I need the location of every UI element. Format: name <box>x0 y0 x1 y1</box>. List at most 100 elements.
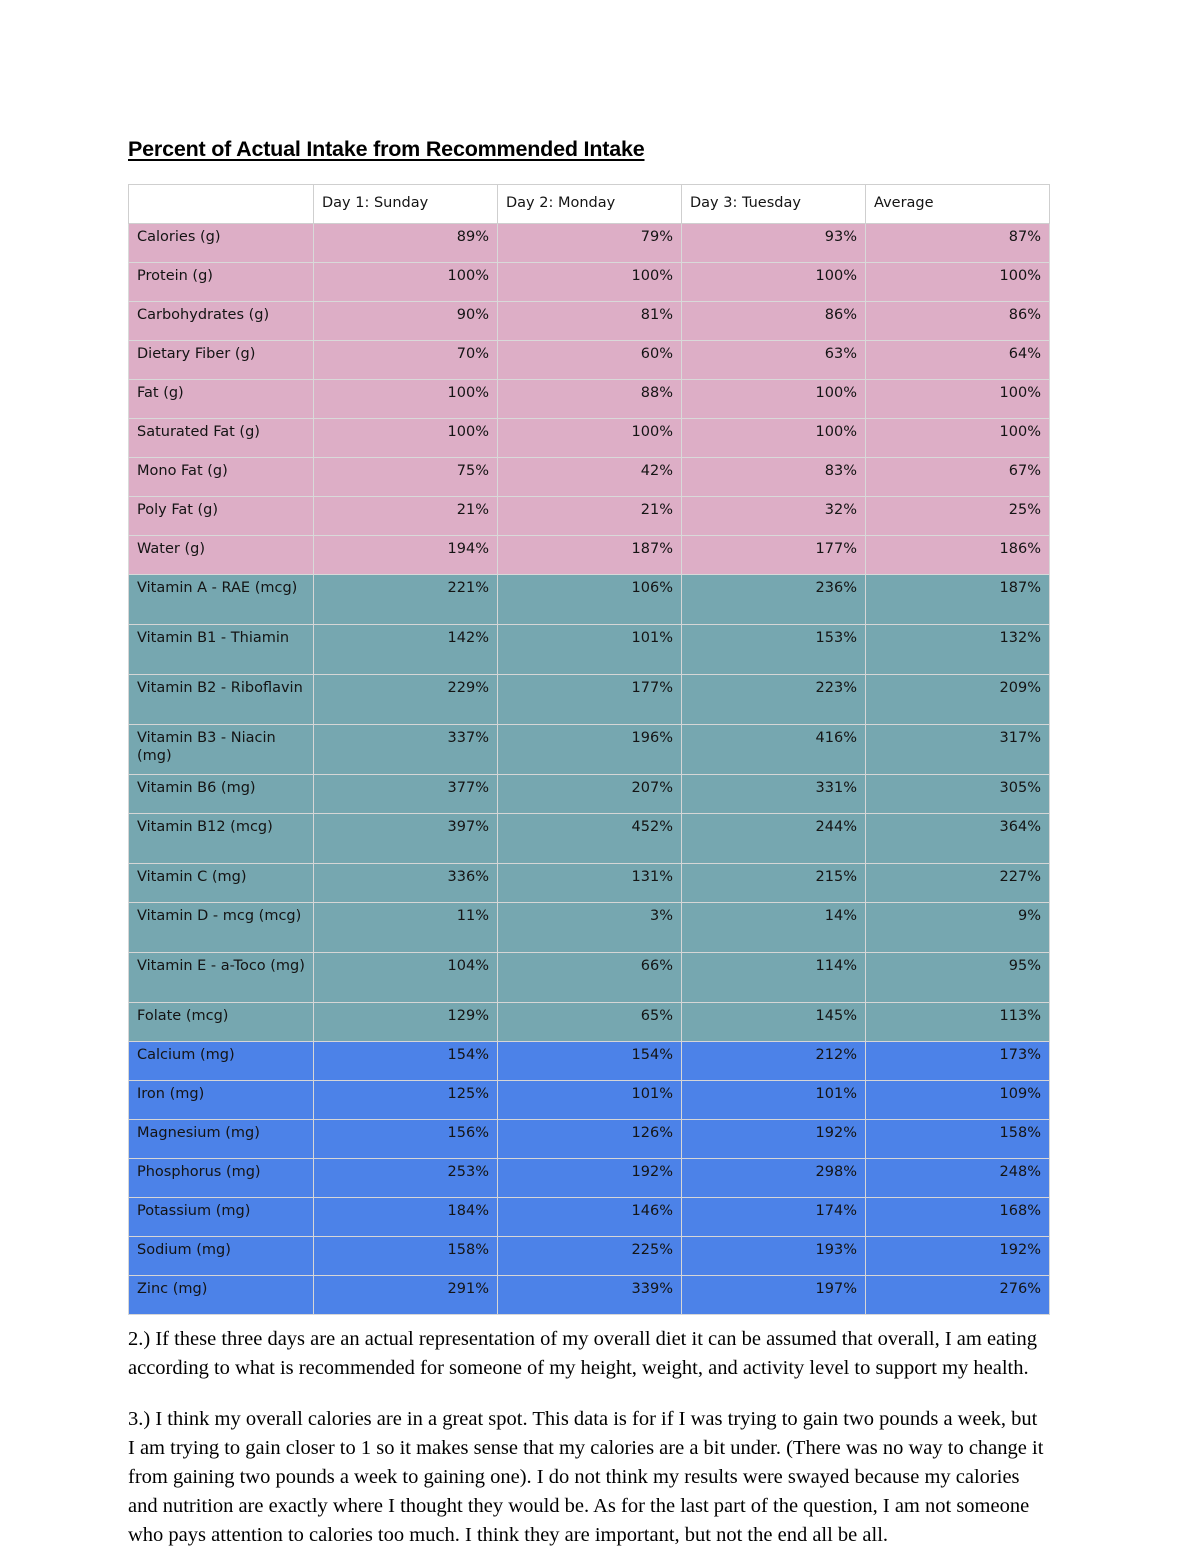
cell-average: 168% <box>865 1196 1050 1237</box>
cell-average: 109% <box>865 1079 1050 1120</box>
cell-day3: 100% <box>681 378 866 419</box>
cell-day2: 146% <box>497 1196 682 1237</box>
column-header-nutrient <box>128 183 314 224</box>
table-row: Carbohydrates (g) 90% 81% 86% 86% <box>128 300 1050 341</box>
cell-average: 25% <box>865 495 1050 536</box>
cell-day1: 291% <box>313 1274 498 1315</box>
cell-day3: 83% <box>681 456 866 497</box>
cell-average: 100% <box>865 417 1050 458</box>
cell-day2: 106% <box>497 573 682 625</box>
table-row: Sodium (mg) 158% 225% 193% 192% <box>128 1235 1050 1276</box>
cell-day1: 90% <box>313 300 498 341</box>
table-header-row: Day 1: Sunday Day 2: Monday Day 3: Tuesd… <box>128 183 1050 224</box>
cell-day3: 236% <box>681 573 866 625</box>
cell-day3: 416% <box>681 723 866 775</box>
table-header: Day 1: Sunday Day 2: Monday Day 3: Tuesd… <box>128 183 1050 224</box>
row-label: Vitamin E - a-Toco (mg) <box>128 951 314 1003</box>
cell-average: 158% <box>865 1118 1050 1159</box>
cell-average: 67% <box>865 456 1050 497</box>
document-content: Percent of Actual Intake from Recommende… <box>128 137 1050 1550</box>
row-label: Folate (mcg) <box>128 1001 314 1042</box>
cell-day3: 298% <box>681 1157 866 1198</box>
cell-day1: 221% <box>313 573 498 625</box>
cell-day2: 79% <box>497 222 682 263</box>
cell-average: 132% <box>865 623 1050 675</box>
row-label: Magnesium (mg) <box>128 1118 314 1159</box>
row-label: Vitamin B2 - Riboflavin <box>128 673 314 725</box>
cell-day2: 225% <box>497 1235 682 1276</box>
answer-paragraph-3: 3.) I think my overall calories are in a… <box>128 1407 1044 1547</box>
cell-day1: 100% <box>313 378 498 419</box>
table-row: Water (g) 194% 187% 177% 186% <box>128 534 1050 575</box>
row-label: Protein (g) <box>128 261 314 302</box>
cell-average: 87% <box>865 222 1050 263</box>
row-label: Vitamin B1 - Thiamin <box>128 623 314 675</box>
cell-day3: 86% <box>681 300 866 341</box>
table-row: Phosphorus (mg) 253% 192% 298% 248% <box>128 1157 1050 1198</box>
cell-day1: 100% <box>313 417 498 458</box>
table-body: Calories (g) 89% 79% 93% 87% Protein (g) 100% 1… <box>128 222 1050 1315</box>
cell-day3: 223% <box>681 673 866 725</box>
cell-day2: 42% <box>497 456 682 497</box>
cell-average: 248% <box>865 1157 1050 1198</box>
cell-average: 113% <box>865 1001 1050 1042</box>
cell-average: 305% <box>865 773 1050 814</box>
row-label: Vitamin A - RAE (mcg) <box>128 573 314 625</box>
cell-day3: 244% <box>681 812 866 864</box>
cell-day3: 145% <box>681 1001 866 1042</box>
cell-day3: 174% <box>681 1196 866 1237</box>
cell-average: 317% <box>865 723 1050 775</box>
cell-day1: 89% <box>313 222 498 263</box>
cell-day1: 158% <box>313 1235 498 1276</box>
table-row: Vitamin B12 (mcg) 397% 452% 244% 364% <box>128 812 1050 864</box>
table-row: Potassium (mg) 184% 146% 174% 168% <box>128 1196 1050 1237</box>
table-row: Calcium (mg) 154% 154% 212% 173% <box>128 1040 1050 1081</box>
cell-average: 95% <box>865 951 1050 1003</box>
cell-day2: 100% <box>497 261 682 302</box>
intake-percent-table: Day 1: Sunday Day 2: Monday Day 3: Tuesd… <box>128 183 1050 1315</box>
row-label: Poly Fat (g) <box>128 495 314 536</box>
cell-average: 364% <box>865 812 1050 864</box>
table-row: Zinc (mg) 291% 339% 197% 276% <box>128 1274 1050 1315</box>
cell-day1: 194% <box>313 534 498 575</box>
table-row: Vitamin B2 - Riboflavin 229% 177% 223% 209% <box>128 673 1050 725</box>
cell-day1: 142% <box>313 623 498 675</box>
cell-day2: 452% <box>497 812 682 864</box>
table-row: Vitamin B1 - Thiamin 142% 101% 153% 132% <box>128 623 1050 675</box>
cell-average: 186% <box>865 534 1050 575</box>
table-row: Calories (g) 89% 79% 93% 87% <box>128 222 1050 263</box>
cell-day2: 81% <box>497 300 682 341</box>
row-label: Phosphorus (mg) <box>128 1157 314 1198</box>
column-header-day3: Day 3: Tuesday <box>681 183 866 224</box>
cell-day3: 14% <box>681 901 866 953</box>
row-label: Sodium (mg) <box>128 1235 314 1276</box>
cell-average: 192% <box>865 1235 1050 1276</box>
row-label: Vitamin C (mg) <box>128 862 314 903</box>
row-label: Fat (g) <box>128 378 314 419</box>
cell-day3: 193% <box>681 1235 866 1276</box>
cell-day1: 104% <box>313 951 498 1003</box>
table-row: Mono Fat (g) 75% 42% 83% 67% <box>128 456 1050 497</box>
cell-day2: 60% <box>497 339 682 380</box>
table-row: Protein (g) 100% 100% 100% 100% <box>128 261 1050 302</box>
cell-day2: 126% <box>497 1118 682 1159</box>
cell-day3: 32% <box>681 495 866 536</box>
cell-day3: 93% <box>681 222 866 263</box>
cell-day2: 21% <box>497 495 682 536</box>
cell-day2: 100% <box>497 417 682 458</box>
row-label: Calcium (mg) <box>128 1040 314 1081</box>
cell-average: 100% <box>865 378 1050 419</box>
row-label: Carbohydrates (g) <box>128 300 314 341</box>
cell-day1: 125% <box>313 1079 498 1120</box>
cell-day1: 336% <box>313 862 498 903</box>
cell-day1: 337% <box>313 723 498 775</box>
cell-day1: 397% <box>313 812 498 864</box>
cell-day1: 75% <box>313 456 498 497</box>
cell-day2: 192% <box>497 1157 682 1198</box>
table-row: Vitamin E - a-Toco (mg) 104% 66% 114% 95% <box>128 951 1050 1003</box>
cell-day3: 114% <box>681 951 866 1003</box>
table-row: Fat (g) 100% 88% 100% 100% <box>128 378 1050 419</box>
cell-day3: 177% <box>681 534 866 575</box>
table-row: Iron (mg) 125% 101% 101% 109% <box>128 1079 1050 1120</box>
